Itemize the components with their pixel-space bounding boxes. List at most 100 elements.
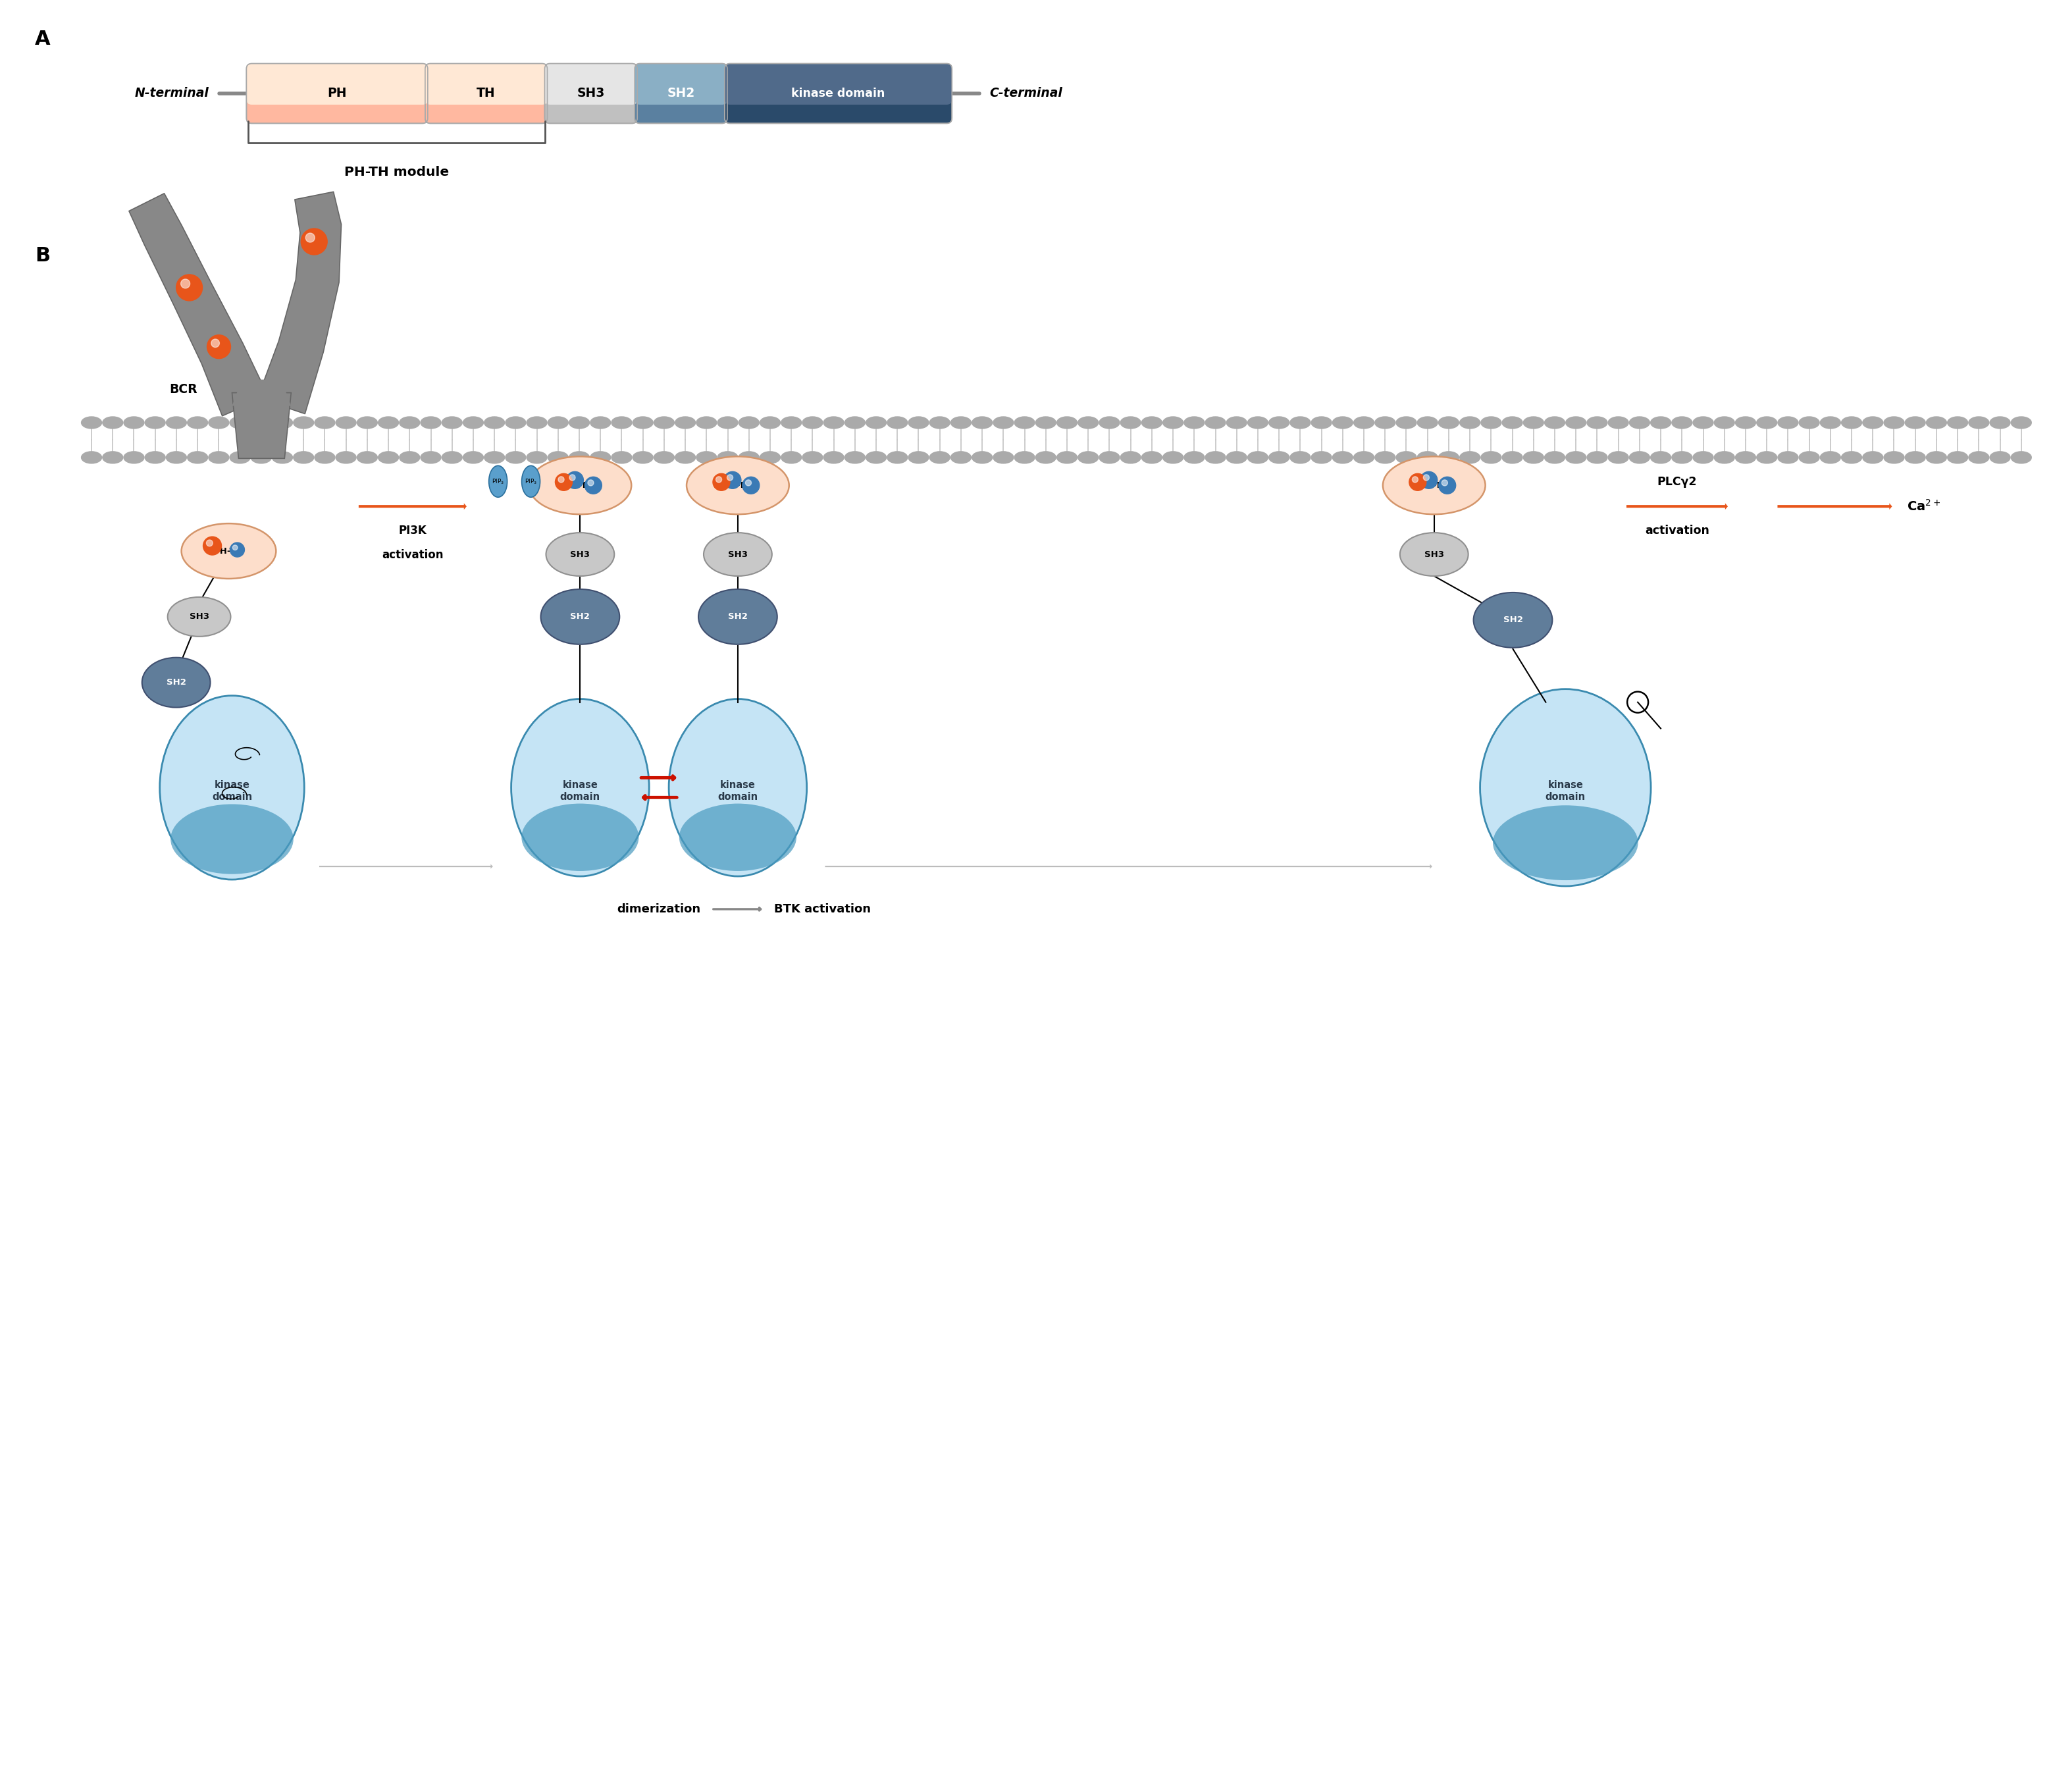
Ellipse shape bbox=[823, 418, 844, 428]
FancyBboxPatch shape bbox=[425, 63, 548, 104]
Circle shape bbox=[1441, 480, 1447, 486]
Polygon shape bbox=[257, 192, 341, 414]
Ellipse shape bbox=[675, 418, 696, 428]
Ellipse shape bbox=[187, 418, 207, 428]
Ellipse shape bbox=[1121, 418, 1141, 428]
Ellipse shape bbox=[1289, 452, 1310, 464]
Ellipse shape bbox=[1439, 418, 1460, 428]
Ellipse shape bbox=[540, 590, 620, 645]
Ellipse shape bbox=[655, 452, 673, 464]
Ellipse shape bbox=[378, 418, 398, 428]
Ellipse shape bbox=[1926, 452, 1946, 464]
Ellipse shape bbox=[123, 452, 144, 464]
Ellipse shape bbox=[441, 418, 462, 428]
Circle shape bbox=[554, 473, 573, 491]
Ellipse shape bbox=[686, 457, 788, 514]
Circle shape bbox=[306, 233, 314, 242]
Ellipse shape bbox=[1989, 418, 2010, 428]
Ellipse shape bbox=[1630, 452, 1651, 464]
Ellipse shape bbox=[1566, 452, 1587, 464]
Ellipse shape bbox=[187, 452, 207, 464]
Text: N-terminal: N-terminal bbox=[135, 88, 209, 100]
Ellipse shape bbox=[669, 699, 807, 876]
FancyBboxPatch shape bbox=[725, 63, 953, 104]
Circle shape bbox=[725, 471, 741, 489]
Ellipse shape bbox=[1098, 418, 1119, 428]
Text: SH2: SH2 bbox=[166, 677, 187, 686]
Ellipse shape bbox=[591, 418, 610, 428]
Ellipse shape bbox=[803, 418, 823, 428]
Ellipse shape bbox=[1141, 418, 1162, 428]
Ellipse shape bbox=[1057, 418, 1078, 428]
Ellipse shape bbox=[675, 452, 696, 464]
Ellipse shape bbox=[1353, 418, 1373, 428]
Text: dimerization: dimerization bbox=[618, 903, 700, 916]
Ellipse shape bbox=[294, 418, 314, 428]
Ellipse shape bbox=[1078, 452, 1098, 464]
Ellipse shape bbox=[1566, 418, 1587, 428]
Ellipse shape bbox=[1226, 418, 1246, 428]
Text: kinase domain: kinase domain bbox=[792, 88, 885, 99]
Ellipse shape bbox=[1544, 452, 1564, 464]
Ellipse shape bbox=[250, 452, 271, 464]
Ellipse shape bbox=[1821, 418, 1842, 428]
Ellipse shape bbox=[2012, 452, 2030, 464]
Ellipse shape bbox=[1014, 418, 1035, 428]
Circle shape bbox=[203, 536, 222, 556]
Ellipse shape bbox=[760, 452, 780, 464]
Ellipse shape bbox=[1607, 452, 1628, 464]
Ellipse shape bbox=[696, 418, 716, 428]
Polygon shape bbox=[129, 194, 269, 416]
Ellipse shape bbox=[485, 418, 505, 428]
Ellipse shape bbox=[505, 452, 526, 464]
Ellipse shape bbox=[1376, 418, 1396, 428]
Polygon shape bbox=[232, 380, 292, 405]
Ellipse shape bbox=[511, 699, 649, 876]
Text: kinase
domain: kinase domain bbox=[211, 780, 253, 801]
Bar bbox=[80, 423, 2032, 457]
Circle shape bbox=[727, 475, 733, 480]
Ellipse shape bbox=[103, 418, 123, 428]
Ellipse shape bbox=[530, 457, 632, 514]
Ellipse shape bbox=[1141, 452, 1162, 464]
Ellipse shape bbox=[951, 418, 971, 428]
Ellipse shape bbox=[464, 452, 482, 464]
Text: SH2: SH2 bbox=[571, 613, 589, 622]
Ellipse shape bbox=[1332, 452, 1353, 464]
Ellipse shape bbox=[1162, 418, 1183, 428]
Ellipse shape bbox=[1269, 418, 1289, 428]
Ellipse shape bbox=[1185, 418, 1205, 428]
Ellipse shape bbox=[1694, 452, 1714, 464]
Text: SH3: SH3 bbox=[571, 550, 589, 559]
Text: Ca$^{2+}$: Ca$^{2+}$ bbox=[1907, 500, 1940, 514]
Ellipse shape bbox=[142, 658, 209, 708]
Ellipse shape bbox=[1439, 452, 1460, 464]
Ellipse shape bbox=[2012, 418, 2030, 428]
Circle shape bbox=[177, 274, 203, 301]
Ellipse shape bbox=[1587, 418, 1607, 428]
Ellipse shape bbox=[548, 452, 569, 464]
Ellipse shape bbox=[1969, 452, 1989, 464]
Ellipse shape bbox=[82, 452, 103, 464]
Ellipse shape bbox=[1248, 452, 1269, 464]
Ellipse shape bbox=[971, 418, 992, 428]
Ellipse shape bbox=[780, 452, 801, 464]
Ellipse shape bbox=[655, 418, 673, 428]
Text: A: A bbox=[35, 29, 51, 48]
Ellipse shape bbox=[1480, 690, 1651, 887]
Ellipse shape bbox=[146, 418, 166, 428]
Ellipse shape bbox=[1905, 452, 1926, 464]
Ellipse shape bbox=[314, 452, 335, 464]
FancyBboxPatch shape bbox=[544, 63, 636, 104]
Ellipse shape bbox=[739, 418, 760, 428]
Ellipse shape bbox=[1671, 418, 1692, 428]
Ellipse shape bbox=[1607, 418, 1628, 428]
Ellipse shape bbox=[1905, 418, 1926, 428]
Text: SH3: SH3 bbox=[189, 613, 209, 622]
Circle shape bbox=[567, 471, 583, 489]
Ellipse shape bbox=[632, 418, 653, 428]
Text: PH-TH: PH-TH bbox=[214, 547, 244, 556]
Circle shape bbox=[569, 475, 575, 480]
Ellipse shape bbox=[1035, 452, 1055, 464]
Ellipse shape bbox=[680, 803, 797, 871]
